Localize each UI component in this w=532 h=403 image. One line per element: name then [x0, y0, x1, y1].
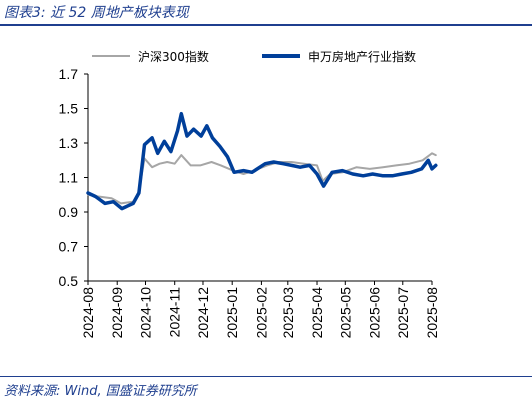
y-tick-label: 1.7 [59, 66, 79, 82]
x-tick-label: 2025-06 [367, 287, 383, 339]
y-tick-label: 1.1 [59, 170, 79, 186]
x-tick-label: 2024-08 [80, 287, 96, 339]
source-note: 资料来源: Wind, 国盛证券研究所 [4, 384, 197, 399]
y-tick-label: 1.5 [59, 101, 79, 117]
x-tick-label: 2025-08 [424, 287, 440, 339]
x-tick-label: 2025-07 [395, 287, 411, 339]
x-tick-label: 2025-04 [309, 287, 325, 339]
footer-divider [0, 376, 532, 377]
line-chart: 0.5 0.7 0.9 1.1 1.3 1.5 1.7 2024-08 2024-09 2024-… [59, 49, 440, 339]
x-tick-label: 2024-09 [109, 287, 125, 339]
y-tick-label: 1.3 [59, 135, 79, 151]
title-divider [0, 24, 532, 26]
y-tick-label: 0.7 [59, 239, 79, 255]
legend-label: 申万房地产行业指数 [308, 49, 416, 64]
y-tick-label: 0.9 [59, 204, 79, 220]
x-tick-label: 2025-01 [224, 287, 240, 339]
chart-title: 图表3: 近 52 周地产板块表现 [4, 5, 189, 21]
legend-label: 沪深300指数 [138, 49, 209, 64]
x-tick-label: 2025-05 [337, 287, 353, 339]
series-line-sw-real-estate [86, 111, 438, 211]
x-tick-label: 2025-03 [280, 287, 296, 339]
y-tick-label: 0.5 [59, 273, 79, 289]
x-tick-label: 2025-02 [253, 287, 269, 339]
x-tick-label: 2024-12 [195, 287, 211, 339]
x-tick-label: 2024-10 [137, 287, 153, 339]
x-tick-label: 2024-11 [167, 287, 183, 338]
